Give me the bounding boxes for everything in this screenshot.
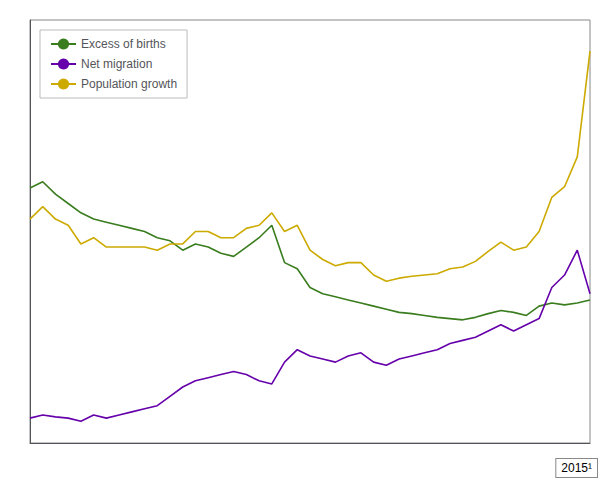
svg-text:2015¹: 2015¹: [561, 461, 592, 475]
svg-text:Population growth: Population growth: [81, 77, 177, 91]
svg-text:Net migration: Net migration: [81, 57, 152, 71]
svg-text:Excess of births: Excess of births: [81, 37, 166, 51]
